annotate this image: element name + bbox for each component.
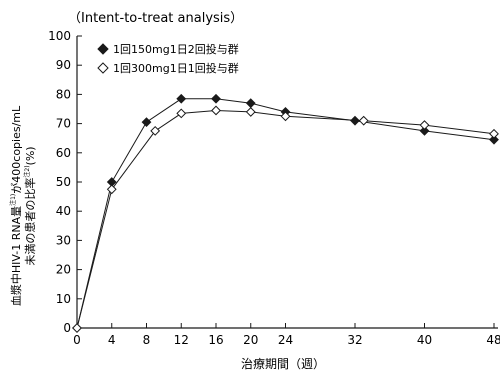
legend: 1回150mg1日2回投与群 1回300mg1日1回投与群: [97, 42, 239, 75]
x-tick-label: 20: [243, 333, 258, 347]
y-axis-title: 血漿中HIV-1 RNA量注1)が400copies/mL 未満の患者の比率注2…: [9, 105, 37, 306]
y-tick-label: 0: [63, 321, 71, 335]
y-tick-label: 80: [56, 87, 71, 101]
series-2-point: [106, 184, 117, 195]
y-tick-label: 70: [56, 117, 71, 131]
series-2-point: [211, 105, 221, 116]
x-tick-label: 4: [108, 333, 116, 347]
legend-marker-filled-diamond: [97, 43, 109, 55]
series-1-point: [419, 125, 430, 136]
series-1-point: [489, 134, 499, 145]
series-2-line: [76, 109, 495, 329]
y-tick-label: 90: [56, 58, 71, 72]
y-tick-label: 60: [56, 146, 71, 160]
series-2: [72, 105, 499, 333]
series-2-point: [176, 108, 187, 119]
y-axis-title-line1: 血漿中HIV-1 RNA量注1)が400copies/mL: [9, 105, 23, 306]
legend-marker-open-diamond: [97, 62, 109, 74]
series-2-point: [489, 128, 499, 139]
series-2-point: [150, 125, 161, 136]
series-1: [72, 93, 499, 333]
series-2-point: [280, 111, 291, 122]
series-1-point: [211, 93, 221, 104]
y-axis-title-line2: 未満の患者の比率注2)(%): [23, 146, 37, 265]
series-1-point: [176, 93, 187, 104]
series-layer: [72, 93, 499, 333]
y-tick-label: 20: [56, 263, 71, 277]
y-tick-label: 100: [48, 29, 71, 43]
y-tick-label: 50: [56, 175, 71, 189]
legend-label-series-2: 1回300mg1日1回投与群: [113, 61, 239, 75]
y-tick-label: 30: [56, 233, 71, 247]
series-2-point: [245, 107, 256, 117]
series-1-point: [245, 98, 256, 109]
x-tick-label: 32: [347, 333, 362, 347]
x-tick-label: 40: [417, 333, 432, 347]
x-tick-label: 48: [486, 333, 500, 347]
y-tick-label: 10: [56, 292, 71, 306]
x-tick-label: 12: [174, 333, 189, 347]
x-axis-title: 治療期間（週）: [241, 357, 325, 371]
x-tick-label: 24: [278, 333, 293, 347]
series-2-point: [419, 120, 430, 130]
series-2-point: [72, 323, 82, 333]
x-tick-label: 16: [208, 333, 223, 347]
series-2-point: [358, 115, 369, 126]
y-tick-label: 40: [56, 204, 71, 218]
series-1-line: [76, 98, 495, 329]
series-1-point: [141, 117, 152, 128]
chart-subtitle: （Intent-to-treat analysis）: [68, 11, 243, 26]
x-tick-label: 8: [143, 333, 151, 347]
x-tick-label: 0: [73, 333, 81, 347]
legend-label-series-1: 1回150mg1日2回投与群: [113, 42, 239, 56]
